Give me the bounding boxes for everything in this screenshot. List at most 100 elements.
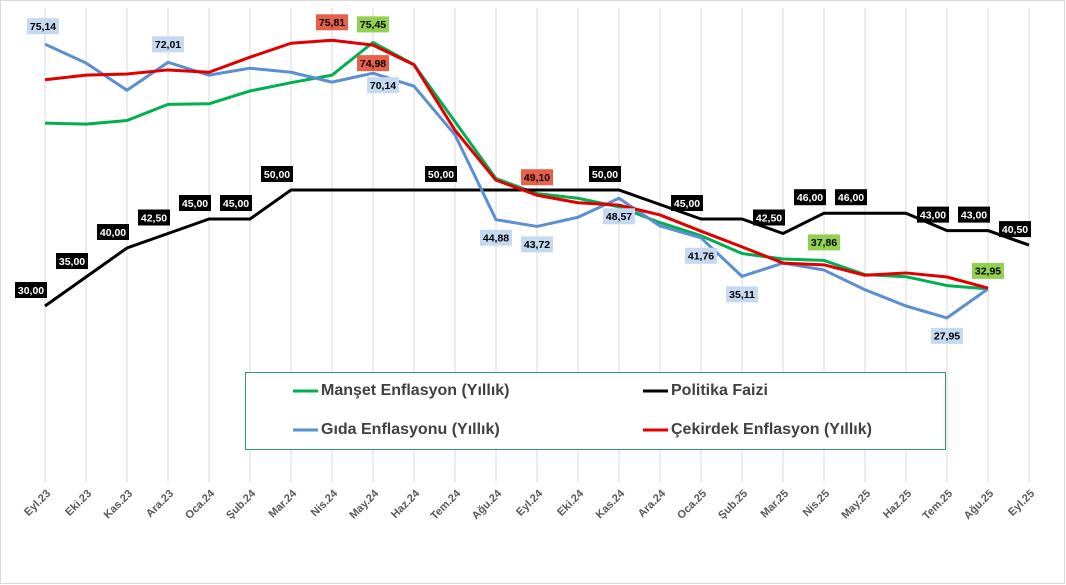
data-label-bg [671, 195, 703, 211]
data-label-bg [794, 189, 826, 206]
data-label-text: 43,00 [920, 209, 946, 221]
data-label-bg [589, 166, 621, 182]
data-label-bg [603, 208, 635, 225]
data-label: 35,11 [726, 286, 758, 303]
data-label: 45,00 [179, 195, 211, 211]
data-label: 37,86 [808, 234, 840, 251]
data-label: 46,00 [794, 189, 826, 206]
data-label-text: 41,76 [688, 251, 714, 263]
data-label-text: 40,00 [100, 227, 126, 239]
data-label: 70,14 [367, 77, 399, 94]
data-label-text: 46,00 [838, 192, 864, 204]
legend-box [245, 372, 946, 450]
data-label-text: 50,00 [428, 169, 454, 181]
data-label-text: 30,00 [18, 285, 44, 297]
data-label: 43,72 [521, 236, 553, 253]
data-label-bg [753, 209, 785, 226]
data-label-text: 42,50 [141, 212, 167, 224]
data-label-text: 50,00 [592, 169, 618, 181]
data-label-bg [972, 262, 1004, 279]
data-label: 74,98 [357, 55, 389, 72]
data-label-text: 32,95 [975, 266, 1001, 278]
data-label-text: 70,14 [370, 80, 396, 92]
data-label-bg [808, 234, 840, 251]
data-label-bg [726, 286, 758, 303]
data-label-text: 74,98 [360, 58, 386, 70]
data-label-text: 45,00 [674, 198, 700, 210]
data-label-text: 45,00 [223, 198, 249, 210]
data-label-text: 40,50 [1002, 224, 1028, 236]
data-label-text: 35,11 [729, 289, 755, 301]
data-label: 75,14 [27, 18, 59, 35]
data-label: 46,00 [835, 189, 867, 206]
series-line [44, 188, 1030, 308]
data-label-bg [15, 282, 47, 298]
data-label-bg [56, 253, 88, 269]
data-label: 41,76 [685, 247, 717, 264]
data-label: 50,00 [261, 166, 293, 182]
data-label-bg [958, 206, 990, 223]
data-label: 40,00 [97, 224, 129, 240]
data-label-text: 50,00 [264, 169, 290, 181]
data-label: 27,95 [931, 327, 963, 344]
data-label-text: 46,00 [797, 192, 823, 204]
data-label-text: 37,86 [811, 237, 837, 249]
data-label-bg [138, 209, 170, 226]
data-label: 75,45 [357, 16, 389, 33]
data-label: 42,50 [138, 209, 170, 226]
data-label: 45,00 [671, 195, 703, 211]
data-label-text: 35,00 [59, 256, 85, 268]
data-label-bg [685, 247, 717, 264]
data-label-text: 42,50 [756, 212, 782, 224]
data-label: 48,57 [603, 208, 635, 225]
data-label: 49,10 [521, 169, 553, 186]
data-label: 42,50 [753, 209, 785, 226]
data-label: 30,00 [15, 282, 47, 298]
data-label-bg [521, 236, 553, 253]
data-label-text: 75,81 [319, 17, 345, 29]
data-label: 43,00 [958, 206, 990, 223]
legend-label: Çekirdek Enflasyon (Yıllık) [671, 421, 872, 438]
legend-label: Manşet Enflasyon (Yıllık) [321, 382, 509, 399]
data-label-bg [367, 77, 399, 94]
data-label-bg [917, 206, 949, 223]
data-label: 44,88 [480, 229, 512, 246]
data-label-text: 43,00 [961, 209, 987, 221]
series-line [44, 38, 989, 290]
data-label-text: 72,01 [155, 39, 181, 51]
data-label-text: 75,14 [30, 21, 56, 33]
data-label-bg [425, 166, 457, 182]
data-label-bg [835, 189, 867, 206]
legend-label: Gıda Enflasyonu (Yıllık) [321, 421, 500, 438]
data-label: 75,81 [316, 14, 348, 31]
data-label-bg [27, 18, 59, 35]
data-label-text: 75,45 [360, 19, 386, 31]
data-label-text: 48,57 [606, 211, 632, 223]
data-label-bg [521, 169, 553, 186]
data-label: 50,00 [589, 166, 621, 182]
data-label: 32,95 [972, 262, 1004, 279]
data-label-bg [999, 221, 1031, 238]
data-label-bg [357, 55, 389, 72]
data-label-text: 45,00 [182, 198, 208, 210]
data-label-text: 27,95 [934, 331, 960, 343]
data-label-bg [97, 224, 129, 240]
data-label-bg [357, 16, 389, 33]
data-label-bg [152, 36, 184, 53]
data-label-bg [261, 166, 293, 182]
data-label-text: 43,72 [524, 239, 550, 251]
data-label-text: 49,10 [524, 172, 550, 184]
data-label-bg [220, 195, 252, 211]
data-label-bg [316, 14, 348, 31]
data-label: 72,01 [152, 36, 184, 53]
legend-label: Politika Faizi [671, 382, 768, 399]
data-label: 35,00 [56, 253, 88, 269]
data-label-bg [931, 327, 963, 344]
data-label-bg [179, 195, 211, 211]
data-label-text: 44,88 [483, 232, 509, 244]
data-label: 43,00 [917, 206, 949, 223]
data-label: 45,00 [220, 195, 252, 211]
data-label: 40,50 [999, 221, 1031, 238]
